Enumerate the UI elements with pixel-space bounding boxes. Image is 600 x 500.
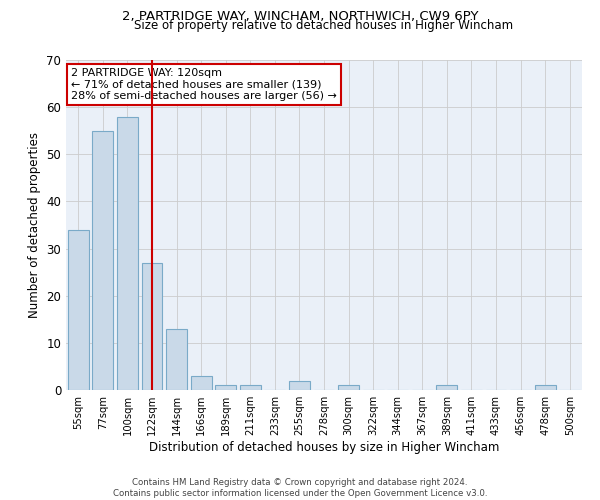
Bar xyxy=(215,386,236,390)
Y-axis label: Number of detached properties: Number of detached properties xyxy=(28,132,41,318)
Bar xyxy=(166,328,187,390)
Bar xyxy=(117,116,138,390)
Text: Contains HM Land Registry data © Crown copyright and database right 2024.
Contai: Contains HM Land Registry data © Crown c… xyxy=(113,478,487,498)
Text: 2 PARTRIDGE WAY: 120sqm
← 71% of detached houses are smaller (139)
28% of semi-d: 2 PARTRIDGE WAY: 120sqm ← 71% of detache… xyxy=(71,68,337,102)
Bar xyxy=(240,386,261,390)
Bar xyxy=(436,386,457,390)
Bar xyxy=(289,380,310,390)
Text: 2, PARTRIDGE WAY, WINCHAM, NORTHWICH, CW9 6PY: 2, PARTRIDGE WAY, WINCHAM, NORTHWICH, CW… xyxy=(122,10,478,23)
Bar xyxy=(191,376,212,390)
Bar xyxy=(68,230,89,390)
Bar xyxy=(338,386,359,390)
Bar xyxy=(535,386,556,390)
Bar xyxy=(142,262,163,390)
Bar xyxy=(92,130,113,390)
Title: Size of property relative to detached houses in Higher Wincham: Size of property relative to detached ho… xyxy=(134,20,514,32)
X-axis label: Distribution of detached houses by size in Higher Wincham: Distribution of detached houses by size … xyxy=(149,441,499,454)
